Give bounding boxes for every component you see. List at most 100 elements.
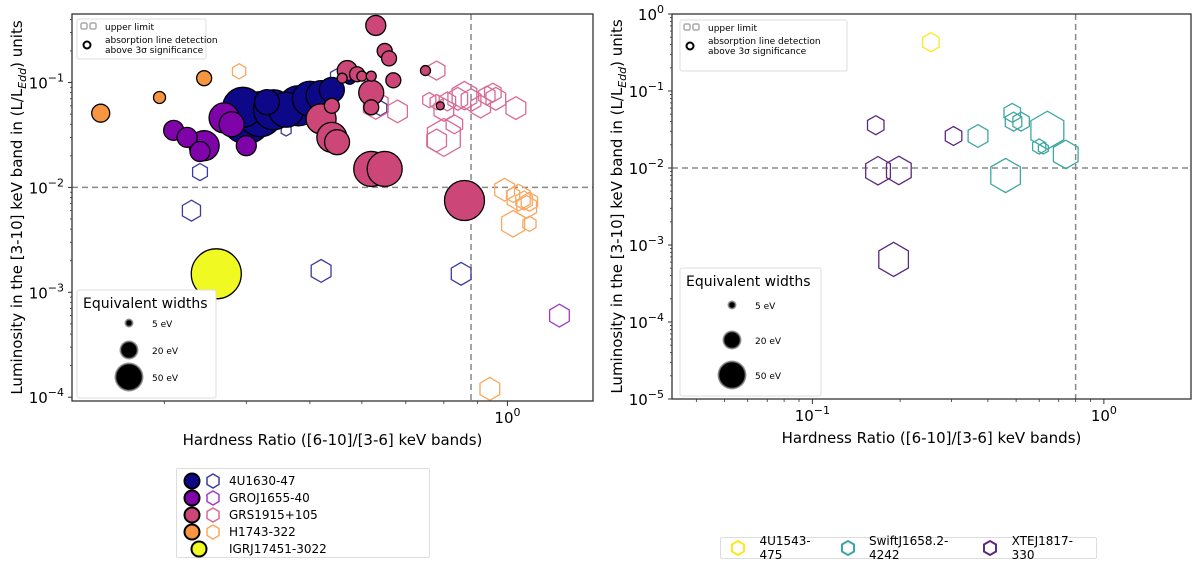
legend-marker-icon <box>840 539 855 557</box>
ew-marker-icon <box>723 331 741 349</box>
legend-frame <box>76 289 217 399</box>
detection-marker <box>356 70 368 82</box>
upper-limit-icon <box>692 23 700 31</box>
ew-marker-icon <box>115 363 143 391</box>
detection-marker <box>323 97 340 114</box>
ew-marker-icon <box>125 319 133 327</box>
upper-limit-marker <box>494 177 516 202</box>
y-tick-label: 10−4 <box>29 386 64 407</box>
detection-marker <box>91 103 111 123</box>
y-tick-label: 10−3 <box>629 234 664 255</box>
x-tick-label: 10−1 <box>795 404 830 425</box>
legend-marker-icon <box>183 472 220 490</box>
y-tick-label: 100 <box>638 3 664 24</box>
upper-limit-marker <box>866 114 885 136</box>
upper-limit-marker <box>477 85 496 106</box>
legend-frame <box>76 18 207 60</box>
marker-type-legend: upper limit absorption line detection abo… <box>76 18 218 60</box>
upper-limit-icon <box>683 23 691 31</box>
left-panel: 10−1 10−2 10−3 10−4 100 Hardness Ratio ([6-10… <box>8 13 594 449</box>
y-tick-label: 10−4 <box>629 311 664 332</box>
left-source-legend: 4U1630-47 GROJ1655-40 GRS1915+105 H1743-… <box>176 468 430 558</box>
legend-marker-icon <box>183 489 220 507</box>
upper-limit-icon <box>80 22 88 30</box>
upper-limit-marker <box>1031 138 1047 155</box>
detection-marker <box>152 90 167 105</box>
x-tick-label: 100 <box>494 406 520 427</box>
plot-frame <box>71 13 594 402</box>
markers <box>865 31 1079 278</box>
upper-limit-marker <box>181 199 202 222</box>
legend-item: GROJ1655-40 <box>183 488 423 508</box>
upper-limit-marker <box>515 190 533 211</box>
legend-label: SwiftJ1658.2-4242 <box>868 534 949 562</box>
legend-marker-icon <box>183 506 220 524</box>
detection-label: above 3σ significance <box>708 47 807 57</box>
detection-marker <box>323 129 351 156</box>
detection-marker <box>380 50 398 67</box>
upper-limit-marker <box>1037 141 1049 155</box>
ew-marker-icon <box>728 301 736 309</box>
marker-type-legend: upper limit absorption line detection abo… <box>679 19 848 72</box>
detection-marker <box>189 140 211 163</box>
detection-marker <box>419 64 432 77</box>
y-tick-label: 10−5 <box>629 388 664 409</box>
right-source-legend: 4U1543-475 SwiftJ1658.2-4242 XTEJ1817-33… <box>720 534 1097 562</box>
detection-label: absorption line detection <box>105 36 218 46</box>
detection-marker <box>385 72 402 89</box>
upper-limit-marker <box>500 209 526 238</box>
detection-marker <box>235 135 257 157</box>
upper-limit-icon <box>89 22 97 30</box>
y-tick-label: 10−2 <box>629 157 664 178</box>
legend-item: 4U1630-47 <box>183 471 423 491</box>
legend-label: 4U1543-475 <box>759 534 811 562</box>
y-tick-label: 10−2 <box>29 176 64 197</box>
detection-marker <box>435 101 445 111</box>
detection-marker <box>253 88 281 116</box>
legend-marker-icon <box>983 539 998 557</box>
legend-label: H1743-322 <box>229 525 296 539</box>
upper-limit-marker <box>231 62 247 80</box>
upper-limit-marker <box>451 80 478 111</box>
right-panel: 100 10−1 10−2 10−3 10−4 10−5 10−1 100 Hardness R… <box>608 3 1192 447</box>
legend-label: IGRJ17451-3022 <box>229 542 327 556</box>
legend-item: IGRJ17451-3022 <box>183 539 423 559</box>
legend-label: 4U1630-47 <box>229 474 296 488</box>
upper-limit-marker <box>447 86 469 111</box>
upper-limit-marker <box>387 99 409 124</box>
upper-limit-marker <box>485 86 507 111</box>
ew-legend-label: 5 eV <box>152 320 173 330</box>
upper-limit-marker <box>944 125 963 147</box>
upper-limit-marker <box>1004 111 1023 132</box>
x-axis-label: Hardness Ratio ([6-10]/[3-6] keV bands) <box>782 429 1082 447</box>
ew-marker-icon <box>120 341 138 359</box>
legend-marker-icon <box>190 540 208 558</box>
legend-item: H1743-322 <box>183 522 423 542</box>
x-axis-label: Hardness Ratio ([6-10]/[3-6] keV bands) <box>183 431 483 449</box>
upper-limit-marker <box>191 162 209 182</box>
detection-marker <box>336 72 348 84</box>
upper-limit-marker <box>878 241 910 278</box>
upper-limit-marker <box>479 376 501 401</box>
markers <box>91 14 570 401</box>
upper-limit-marker <box>450 261 472 286</box>
upper-limit-marker <box>548 303 570 328</box>
y-tick-label: 10−1 <box>29 72 64 93</box>
detection-marker <box>363 99 380 116</box>
upper-limit-marker <box>1012 111 1030 132</box>
ew-legend-label: 20 eV <box>755 337 782 347</box>
legend-marker-icon <box>731 539 745 557</box>
legend-label: GRS1915+105 <box>229 508 318 522</box>
x-tick-label: 100 <box>1091 404 1117 425</box>
upper-limit-marker <box>438 91 457 112</box>
ew-marker-icon <box>718 361 746 389</box>
detection-icon <box>685 41 695 51</box>
upper-limit-marker <box>520 191 539 212</box>
upper-limit-marker <box>522 215 537 233</box>
upper-limit-marker <box>426 117 461 158</box>
legend-frame <box>679 267 822 397</box>
legend-marker-icon <box>183 523 220 541</box>
y-tick-label: 10−1 <box>629 80 664 101</box>
upper-limit-marker <box>310 258 332 284</box>
